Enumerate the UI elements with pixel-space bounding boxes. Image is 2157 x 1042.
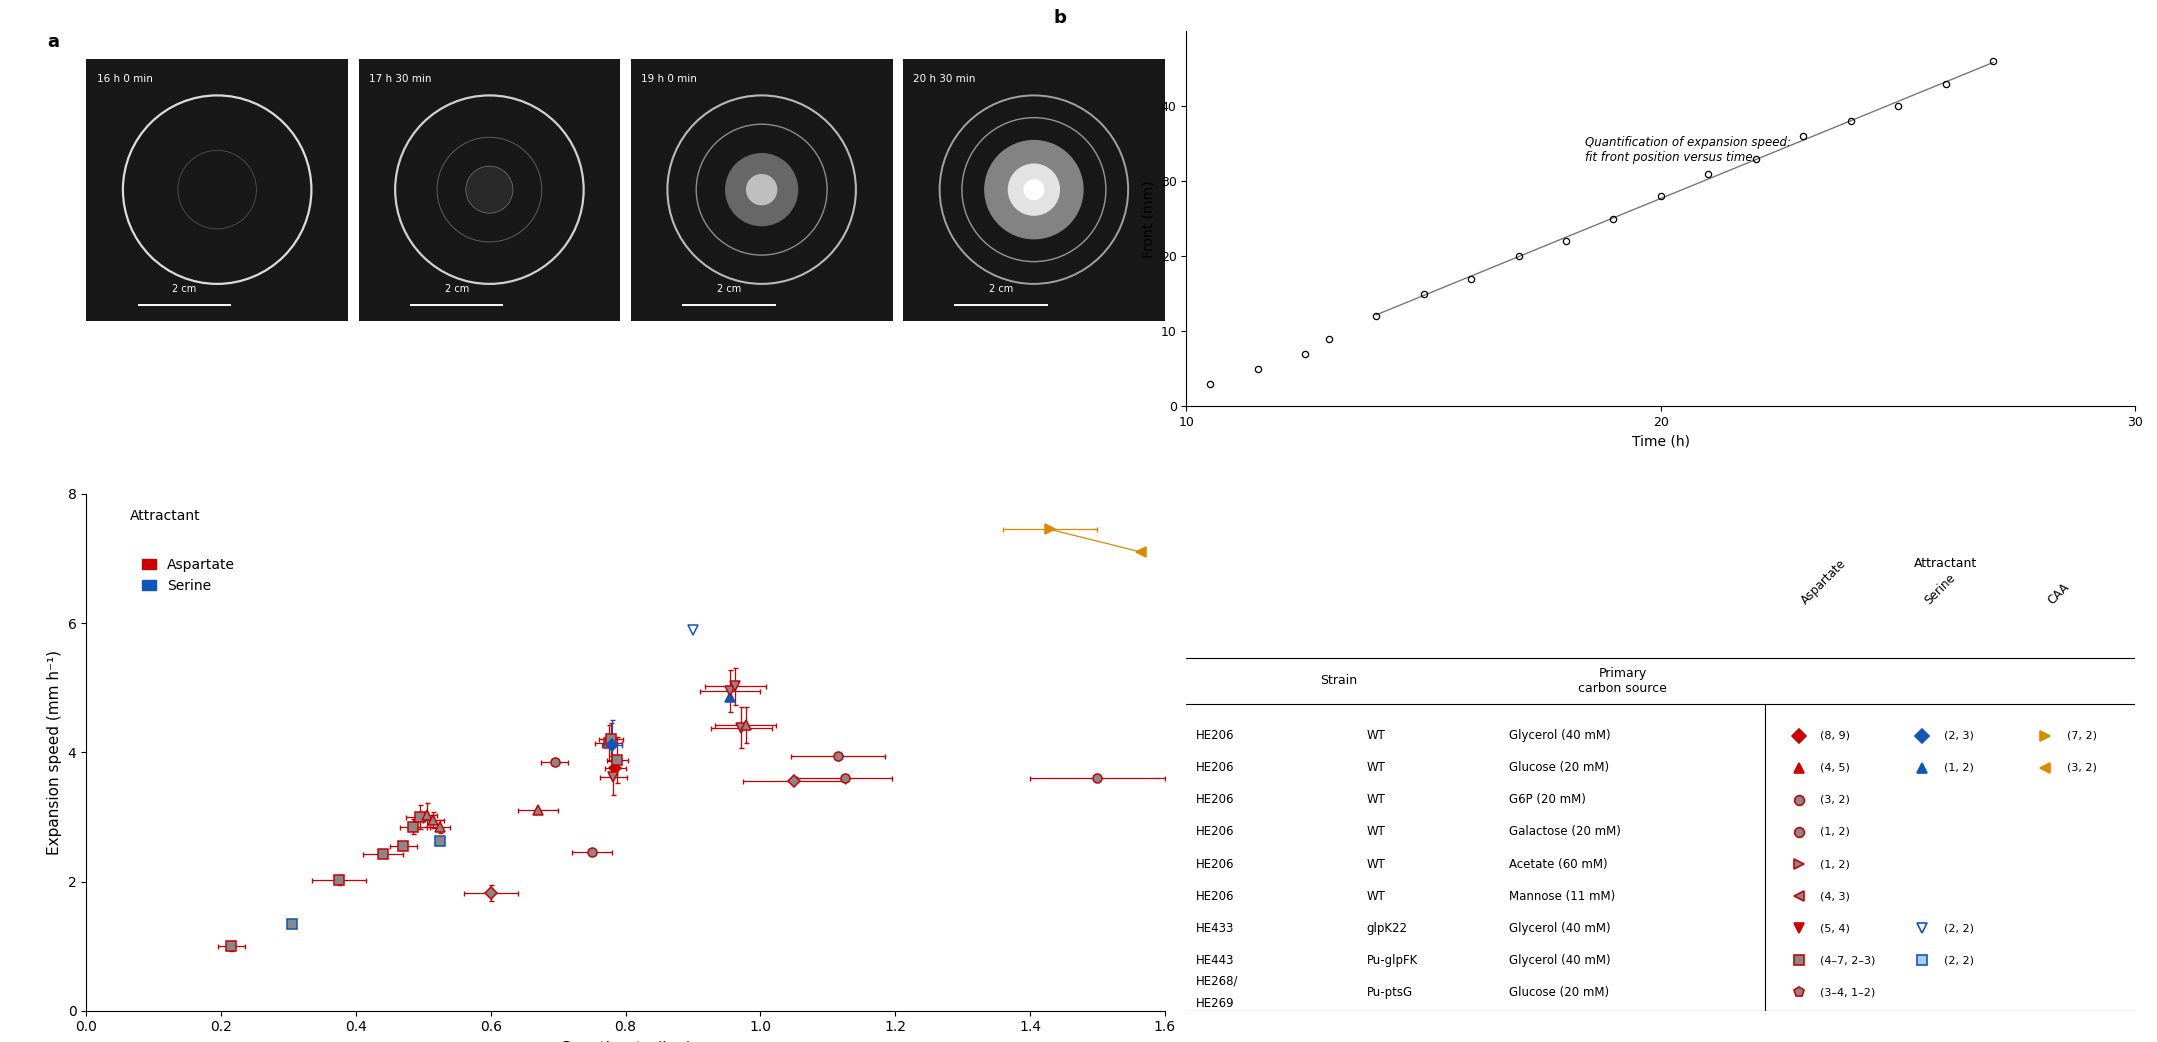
Text: 2 cm: 2 cm — [173, 284, 196, 294]
Text: HE206: HE206 — [1195, 890, 1234, 902]
Text: HE433: HE433 — [1195, 922, 1234, 935]
Text: (1, 2): (1, 2) — [1943, 763, 1974, 773]
Text: Aspartate: Aspartate — [1799, 557, 1849, 607]
Text: Mannose (11 mM): Mannose (11 mM) — [1510, 890, 1616, 902]
Text: WT: WT — [1368, 890, 1385, 902]
Text: WT: WT — [1368, 858, 1385, 870]
Text: HE269: HE269 — [1195, 997, 1234, 1011]
Y-axis label: Expansion speed (mm h⁻¹): Expansion speed (mm h⁻¹) — [47, 650, 63, 854]
Text: WT: WT — [1368, 762, 1385, 774]
Text: Glucose (20 mM): Glucose (20 mM) — [1510, 762, 1609, 774]
Text: HE206: HE206 — [1195, 729, 1234, 742]
Text: (1, 2): (1, 2) — [1821, 827, 1851, 837]
Text: (1, 2): (1, 2) — [1821, 859, 1851, 869]
Text: a: a — [47, 32, 58, 51]
Text: Pu-glpFK: Pu-glpFK — [1368, 953, 1417, 967]
Text: (4–7, 2–3): (4–7, 2–3) — [1821, 956, 1877, 965]
Text: Glycerol (40 mM): Glycerol (40 mM) — [1510, 922, 1611, 935]
Text: (7, 2): (7, 2) — [2066, 730, 2097, 741]
Circle shape — [746, 174, 777, 205]
Text: Pu-ptsG: Pu-ptsG — [1368, 986, 1413, 999]
Circle shape — [984, 140, 1083, 240]
Text: Attractant: Attractant — [1913, 556, 1978, 570]
Text: Glycerol (40 mM): Glycerol (40 mM) — [1510, 729, 1611, 742]
Text: (2, 3): (2, 3) — [1943, 730, 1974, 741]
Text: b: b — [1053, 8, 1066, 27]
Text: Galactose (20 mM): Galactose (20 mM) — [1510, 825, 1620, 839]
Circle shape — [725, 153, 798, 226]
X-axis label: Growth rate (h⁻¹): Growth rate (h⁻¹) — [559, 1040, 692, 1042]
Text: (3, 2): (3, 2) — [2066, 763, 2097, 773]
Text: HE206: HE206 — [1195, 762, 1234, 774]
Text: 16 h 0 min: 16 h 0 min — [97, 74, 153, 84]
Text: (8, 9): (8, 9) — [1821, 730, 1851, 741]
Text: CAA: CAA — [2045, 580, 2073, 607]
Text: HE206: HE206 — [1195, 858, 1234, 870]
Text: G6P (20 mM): G6P (20 mM) — [1510, 793, 1585, 807]
Text: (4, 5): (4, 5) — [1821, 763, 1851, 773]
Text: 2 cm: 2 cm — [444, 284, 468, 294]
Text: (4, 3): (4, 3) — [1821, 891, 1851, 901]
Circle shape — [1022, 179, 1044, 200]
Text: HE206: HE206 — [1195, 793, 1234, 807]
Text: 2 cm: 2 cm — [990, 284, 1014, 294]
Text: glpK22: glpK22 — [1368, 922, 1409, 935]
Legend: Aspartate, Serine: Aspartate, Serine — [136, 552, 239, 598]
Text: HE268/: HE268/ — [1195, 974, 1238, 988]
X-axis label: Time (h): Time (h) — [1633, 435, 1689, 449]
Text: 2 cm: 2 cm — [716, 284, 742, 294]
Text: (3–4, 1–2): (3–4, 1–2) — [1821, 988, 1877, 997]
Text: HE206: HE206 — [1195, 825, 1234, 839]
Text: Glucose (20 mM): Glucose (20 mM) — [1510, 986, 1609, 999]
Text: Glycerol (40 mM): Glycerol (40 mM) — [1510, 953, 1611, 967]
Text: Quantification of expansion speed:
fit front position versus time.: Quantification of expansion speed: fit f… — [1585, 137, 1790, 165]
Text: (2, 2): (2, 2) — [1943, 956, 1974, 965]
Text: Acetate (60 mM): Acetate (60 mM) — [1510, 858, 1607, 870]
Text: (5, 4): (5, 4) — [1821, 923, 1851, 934]
Y-axis label: Front (mm): Front (mm) — [1141, 180, 1156, 257]
Text: Serine: Serine — [1922, 571, 1959, 607]
Text: (2, 2): (2, 2) — [1943, 923, 1974, 934]
Text: 19 h 0 min: 19 h 0 min — [641, 74, 697, 84]
Circle shape — [466, 166, 513, 214]
Text: Primary
carbon source: Primary carbon source — [1579, 667, 1667, 695]
Text: Strain: Strain — [1320, 674, 1357, 687]
Text: 20 h 30 min: 20 h 30 min — [912, 74, 975, 84]
Text: WT: WT — [1368, 825, 1385, 839]
Text: WT: WT — [1368, 793, 1385, 807]
Circle shape — [1007, 164, 1059, 216]
Text: (3, 2): (3, 2) — [1821, 795, 1851, 804]
Text: 17 h 30 min: 17 h 30 min — [369, 74, 431, 84]
Text: HE443: HE443 — [1195, 953, 1234, 967]
Text: Attractant: Attractant — [129, 510, 201, 523]
Text: WT: WT — [1368, 729, 1385, 742]
